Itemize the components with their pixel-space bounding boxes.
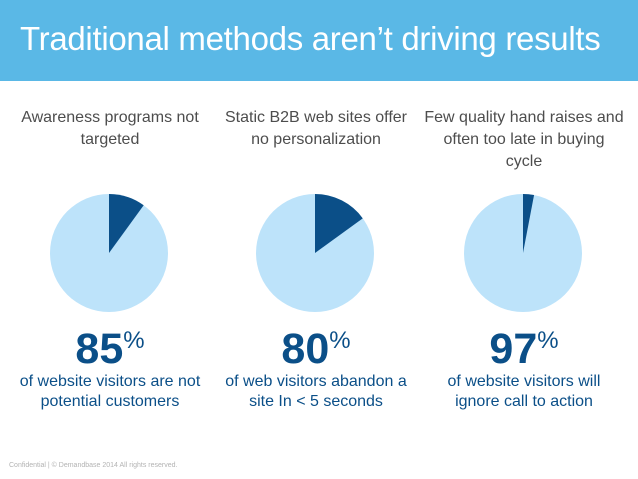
pie-slice-highlighted [523, 194, 535, 253]
pie-slice-highlighted [109, 194, 144, 253]
page-title: Traditional methods aren’t driving resul… [20, 20, 601, 57]
pie-chart-3 [464, 194, 582, 312]
stat-unit: % [329, 327, 351, 354]
stat-value: 80 [281, 325, 330, 373]
stat-unit: % [123, 327, 145, 354]
header-bar: Traditional methods aren’t driving resul… [0, 0, 638, 81]
pie-chart-2 [256, 194, 374, 312]
column-title: Static B2B web sites offer no personaliz… [224, 109, 407, 148]
stat-description: of website visitors are not potential cu… [19, 373, 201, 410]
stat-description: of website visitors will ignore call to … [447, 373, 601, 410]
stat-unit: % [537, 327, 559, 354]
stat-percent: 97% [424, 325, 624, 374]
column-title: Awareness programs not targeted [21, 109, 199, 148]
pie-chart-1 [50, 194, 168, 312]
stat-percent: 80% [216, 325, 416, 374]
footer-copyright: Confidential | © Demandbase 2014 All rig… [9, 462, 178, 469]
pie-slice-highlighted [315, 194, 363, 253]
stat-percent: 85% [10, 325, 210, 374]
stat-value: 97 [489, 325, 538, 373]
stat-value: 85 [75, 325, 124, 373]
stat-description: of web visitors abandon a site In < 5 se… [225, 373, 407, 410]
column-title: Few quality hand raises and often too la… [424, 109, 624, 170]
